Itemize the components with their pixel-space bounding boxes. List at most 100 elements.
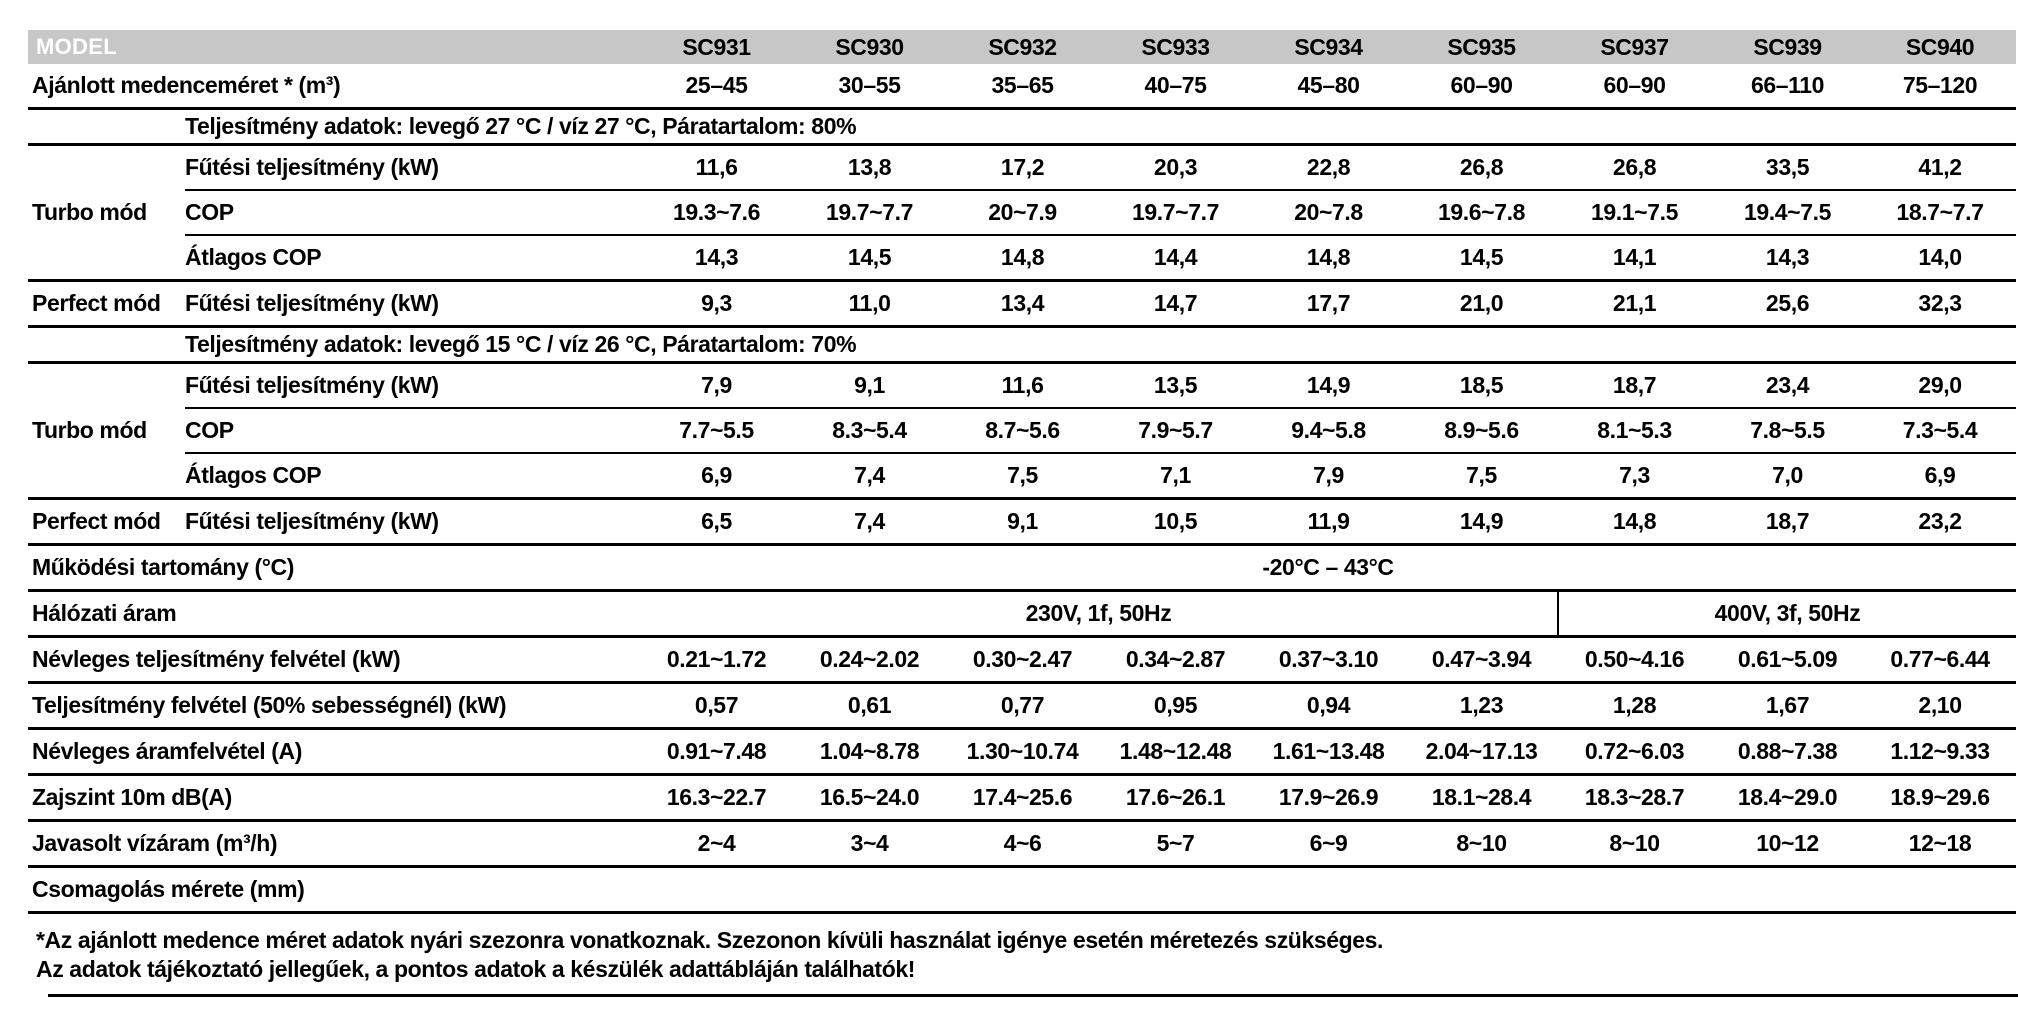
- rated-current-value: 1.04~8.78: [793, 728, 947, 776]
- cop-value: 20~7.9: [946, 190, 1100, 236]
- avg-cop-value: 7,5: [946, 453, 1100, 500]
- cop-value: 7.7~5.5: [640, 408, 794, 454]
- water-flow-value: 4~6: [946, 820, 1100, 868]
- water-flow-value: 5~7: [1099, 820, 1253, 868]
- section-header-row-2: Teljesítmény adatok: levegő 15 °C / víz …: [28, 326, 2017, 364]
- packaging-size-value: [1405, 866, 1559, 914]
- row-label-avg-cop: Átlagos COP: [185, 453, 641, 500]
- bottom-rule: [48, 994, 2018, 997]
- model-header-label: MODEL: [28, 30, 641, 64]
- rated-power-value: 0.61~5.09: [1711, 636, 1865, 684]
- rated-power-value: 0.37~3.10: [1252, 636, 1406, 684]
- table-row-pool-size: Ajánlott medenceméret * (m³) 25–45 30–55 3…: [28, 64, 2017, 110]
- rated-power-value: 0.77~6.44: [1864, 636, 2017, 684]
- rated-power-value: 0.50~4.16: [1558, 636, 1712, 684]
- heating-capacity-value: 26,8: [1405, 144, 1559, 191]
- avg-cop-value: 7,0: [1711, 453, 1865, 500]
- noise-level-value: 17.6~26.1: [1099, 774, 1253, 822]
- power-50pct-value: 0,94: [1252, 682, 1406, 730]
- rated-current-value: 1.48~12.48: [1099, 728, 1253, 776]
- table-row-power-input-50pct: Teljesítmény felvétel (50% sebességnél) …: [28, 682, 2017, 730]
- heating-capacity-value: 17,2: [946, 144, 1100, 191]
- cop-value: 19.6~7.8: [1405, 190, 1559, 236]
- packaging-size-value: [946, 866, 1100, 914]
- row-label-rated-power-input: Névleges teljesítmény felvétel (kW): [28, 636, 641, 684]
- cop-value: 20~7.8: [1252, 190, 1406, 236]
- heating-capacity-value: 11,9: [1252, 498, 1406, 546]
- cop-value: 19.7~7.7: [793, 190, 947, 236]
- packaging-size-value: [640, 866, 794, 914]
- noise-level-value: 17.4~25.6: [946, 774, 1100, 822]
- water-flow-value: 2~4: [640, 820, 794, 868]
- pool-size-value: 75–120: [1864, 64, 2017, 110]
- rated-power-value: 0.34~2.87: [1099, 636, 1253, 684]
- heating-capacity-value: 9,3: [640, 280, 794, 328]
- model-name: SC931: [640, 30, 794, 64]
- section-condition-header: Teljesítmény adatok: levegő 27 °C / víz …: [185, 108, 2017, 146]
- row-label-avg-cop: Átlagos COP: [185, 235, 641, 282]
- row-label-heating-capacity: Fűtési teljesítmény (kW): [185, 144, 641, 191]
- rated-current-value: 1.12~9.33: [1864, 728, 2017, 776]
- rated-current-value: 2.04~17.13: [1405, 728, 1559, 776]
- packaging-size-value: [1252, 866, 1406, 914]
- heating-capacity-value: 21,0: [1405, 280, 1559, 328]
- heating-capacity-value: 29,0: [1864, 362, 2017, 409]
- heating-capacity-value: 14,8: [1558, 498, 1712, 546]
- avg-cop-value: 14,0: [1864, 235, 2017, 282]
- row-group-label-perfect: Perfect mód: [28, 280, 185, 328]
- cop-value: 19.1~7.5: [1558, 190, 1712, 236]
- noise-level-value: 18.1~28.4: [1405, 774, 1559, 822]
- power-50pct-value: 1,67: [1711, 682, 1865, 730]
- heating-capacity-value: 11,0: [793, 280, 947, 328]
- row-label-rated-current: Névleges áramfelvétel (A): [28, 728, 641, 776]
- table-row-heating-capacity: Turbo mód Fűtési teljesítmény (kW) 7,9 9,…: [28, 362, 2017, 500]
- cop-value: 18.7~7.7: [1864, 190, 2017, 236]
- avg-cop-value: 14,1: [1558, 235, 1712, 282]
- model-name: SC940: [1864, 30, 2017, 64]
- avg-cop-value: 14,3: [640, 235, 794, 282]
- avg-cop-value: 6,9: [1864, 453, 2017, 500]
- noise-level-value: 16.5~24.0: [793, 774, 947, 822]
- avg-cop-value: 7,1: [1099, 453, 1253, 500]
- row-label-operating-range: Működési tartomány (°C): [28, 544, 641, 592]
- avg-cop-value: 7,9: [1252, 453, 1406, 500]
- heating-capacity-value: 22,8: [1252, 144, 1406, 191]
- footnote-pool-size: *Az ajánlott medence méret adatok nyári …: [36, 927, 1384, 953]
- avg-cop-value: 6,9: [640, 453, 794, 500]
- cop-value: 8.1~5.3: [1558, 408, 1712, 454]
- row-label-cop: COP: [185, 408, 641, 454]
- power-supply-400v: 400V, 3f, 50Hz: [1558, 590, 2017, 638]
- avg-cop-value: 14,5: [1405, 235, 1559, 282]
- heating-capacity-value: 7,4: [793, 498, 947, 546]
- heating-capacity-value: 23,2: [1864, 498, 2017, 546]
- cop-value: 8.7~5.6: [946, 408, 1100, 454]
- page: MODEL SC931 SC930 SC932 SC933 SC934 SC935 SC93…: [28, 30, 2018, 997]
- avg-cop-value: 7,4: [793, 453, 947, 500]
- heating-capacity-value: 11,6: [946, 362, 1100, 409]
- heating-capacity-value: 20,3: [1099, 144, 1253, 191]
- section-spacer: [28, 326, 185, 364]
- heating-capacity-value: 10,5: [1099, 498, 1253, 546]
- power-50pct-value: 0,57: [640, 682, 794, 730]
- power-50pct-value: 0,61: [793, 682, 947, 730]
- heating-capacity-value: 14,9: [1252, 362, 1406, 409]
- table-row-avg-cop: Átlagos COP 14,3 14,5 14,8 14,4 14,8 14,5 14,1…: [28, 235, 2017, 282]
- footnote-disclaimer: Az adatok tájékoztató jellegűek, a ponto…: [36, 956, 915, 982]
- row-label-heating-capacity: Fűtési teljesítmény (kW): [185, 280, 641, 328]
- heating-capacity-value: 32,3: [1864, 280, 2017, 328]
- table-row-cop: COP 7.7~5.5 8.3~5.4 8.7~5.6 7.9~5.7 9.4~5.8 8…: [28, 408, 2017, 454]
- pool-size-value: 66–110: [1711, 64, 1865, 110]
- rated-power-value: 0.30~2.47: [946, 636, 1100, 684]
- avg-cop-value: 7,5: [1405, 453, 1559, 500]
- water-flow-value: 8~10: [1558, 820, 1712, 868]
- heating-capacity-value: 6,5: [640, 498, 794, 546]
- table-row-power-supply: Hálózati áram 230V, 1f, 50Hz 400V, 3f, 5…: [28, 590, 2017, 638]
- table-row-perfect-heating: Perfect mód Fűtési teljesítmény (kW) 6,5…: [28, 498, 2017, 546]
- rated-power-value: 0.21~1.72: [640, 636, 794, 684]
- heating-capacity-value: 21,1: [1558, 280, 1712, 328]
- row-label-noise-level: Zajszint 10m dB(A): [28, 774, 641, 822]
- cop-value: 7.8~5.5: [1711, 408, 1865, 454]
- pool-size-value: 25–45: [640, 64, 794, 110]
- row-group-label-turbo: Turbo mód: [28, 144, 185, 282]
- heating-capacity-value: 14,9: [1405, 498, 1559, 546]
